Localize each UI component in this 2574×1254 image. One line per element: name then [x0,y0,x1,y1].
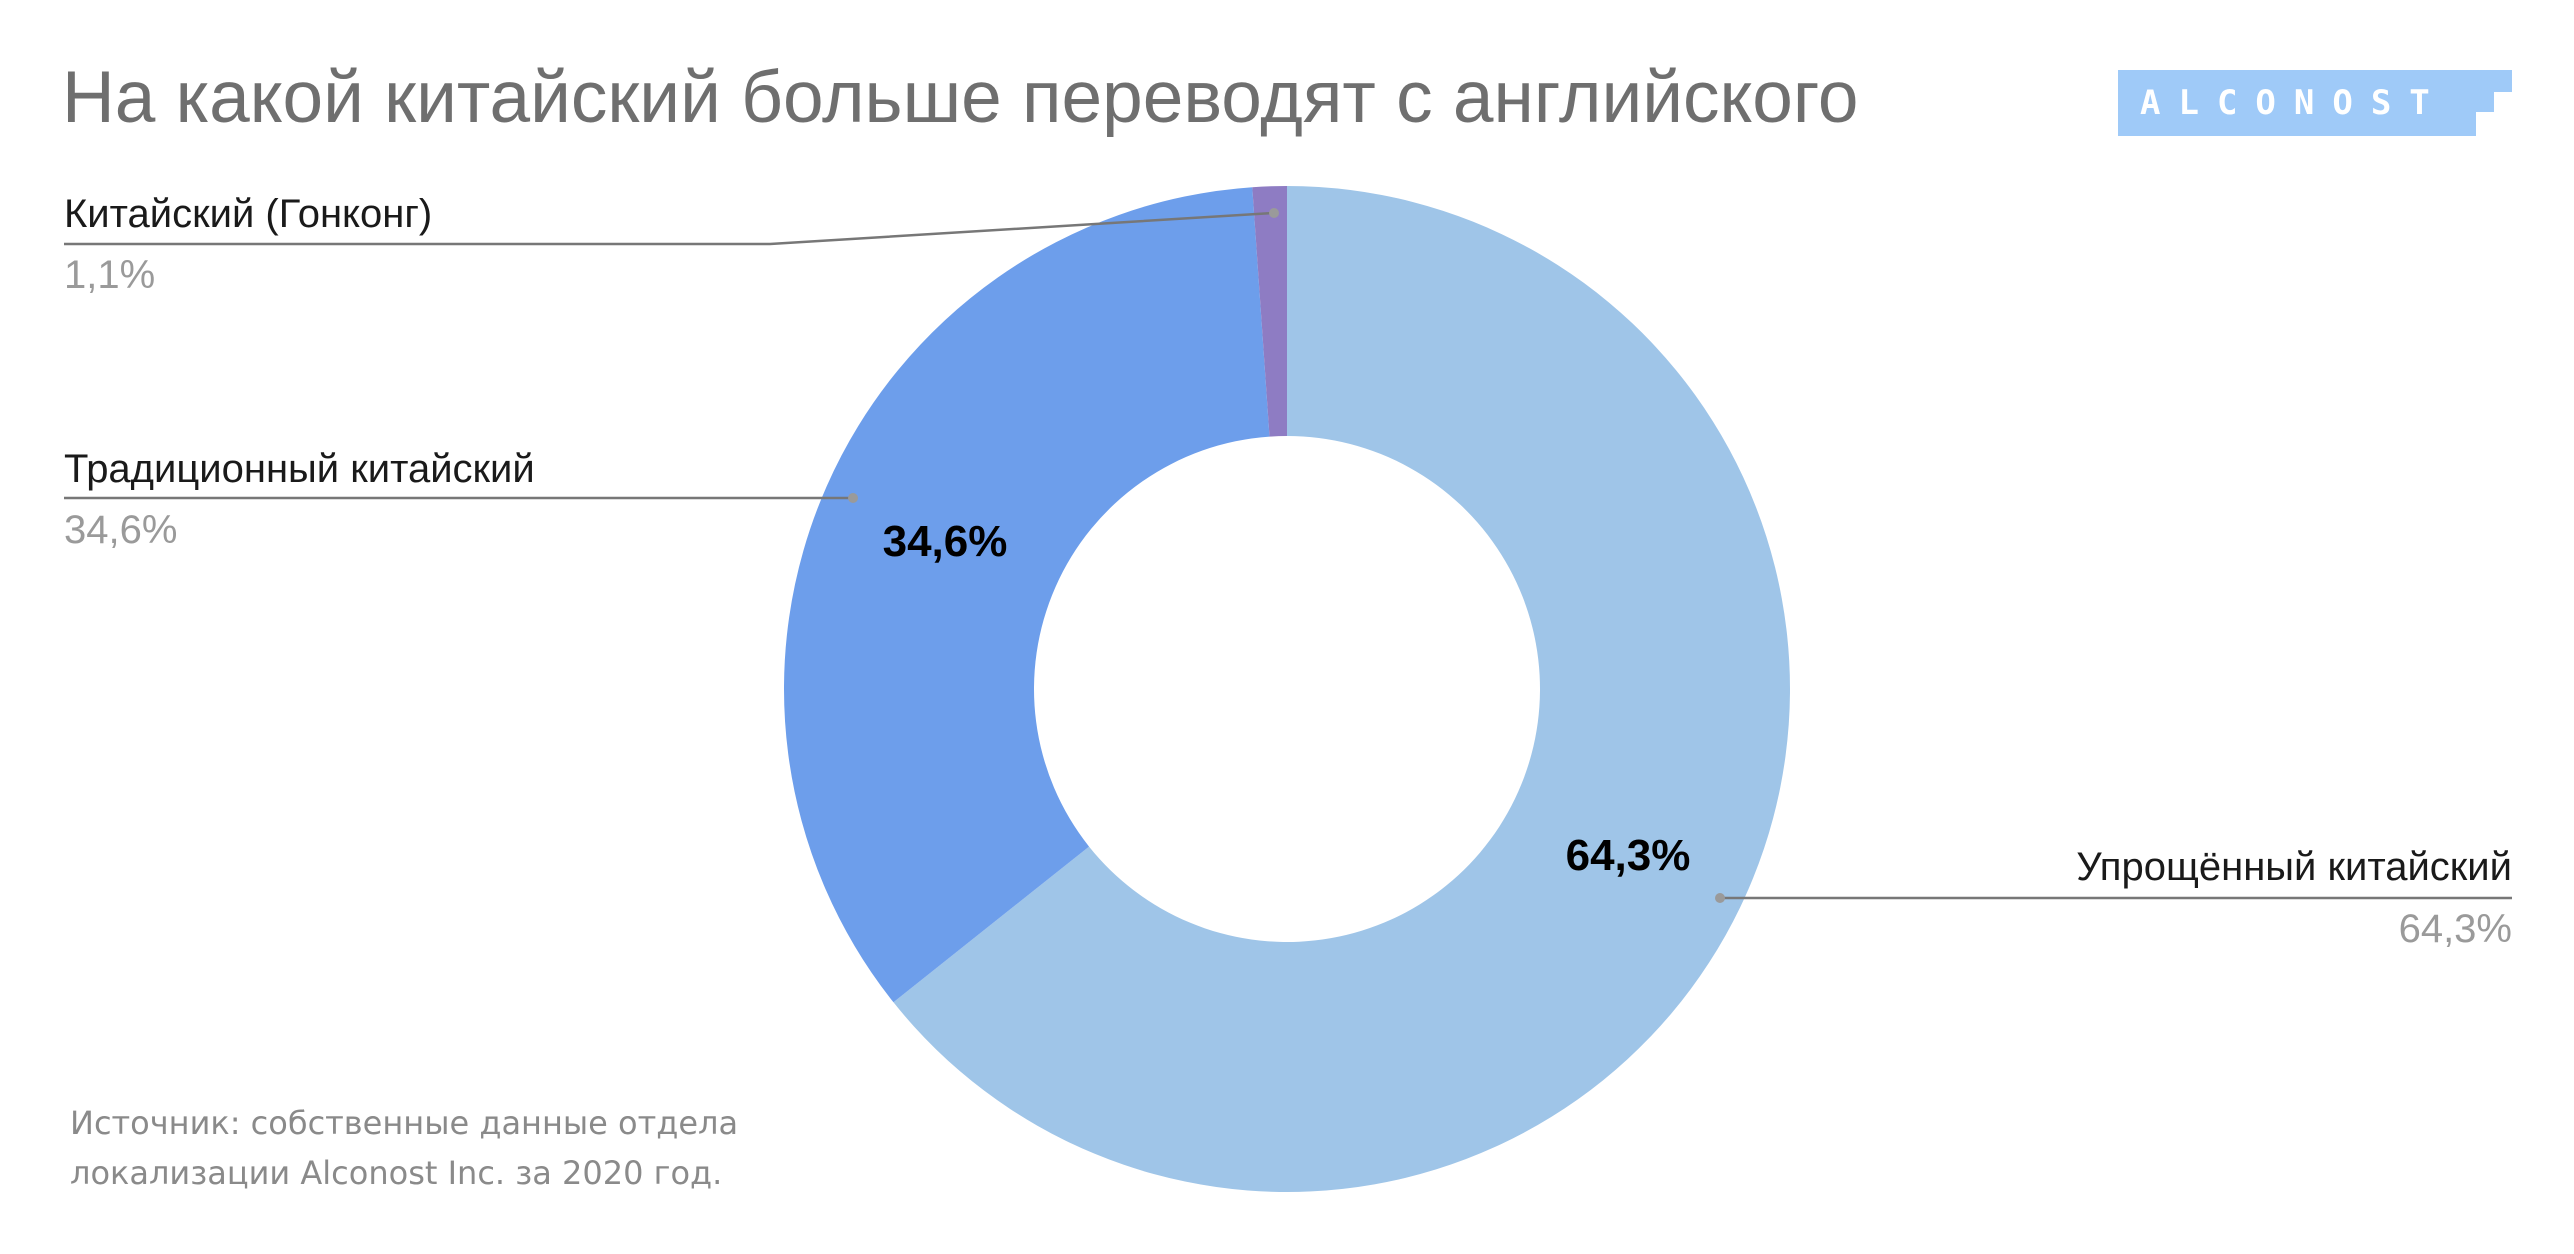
chart-title: На какой китайский больше переводят с ан… [62,57,1858,138]
data-label-simplified: 64,3% [1566,831,1691,880]
data-label-traditional: 34,6% [883,517,1008,566]
label-name-simplified: Упрощённый китайский [2076,845,2512,889]
label-name-hongkong: Китайский (Гонконг) [64,192,432,236]
logo-badge [2118,70,2512,136]
alconost-logo: ALCONOST [2118,70,2512,136]
donut-slices [783,186,1790,1193]
leader-lines [64,208,2512,903]
leader-dot-hongkong [1269,208,1279,218]
label-name-traditional: Традиционный китайский [64,447,535,491]
slice-hongkong [1252,186,1287,437]
slice-simplified [893,186,1790,1193]
leader-dot-simplified [1715,893,1725,903]
logo-text: ALCONOST [2140,83,2448,123]
label-percent-traditional: 34,6% [64,508,177,552]
leader-dot-traditional [848,493,858,503]
label-percent-hongkong: 1,1% [64,253,155,297]
slice-traditional [783,187,1270,1003]
label-percent-simplified: 64,3% [2399,907,2512,951]
source-line-1: Источник: собственные данные отдела [70,1104,738,1142]
leader-line-hongkong [64,211,1275,246]
slice-labels: Упрощённый китайский 64,3% 64,3% Традиционн… [64,192,2512,951]
source-line-2: локализации Alconost Inc. за 2020 год. [70,1154,722,1192]
